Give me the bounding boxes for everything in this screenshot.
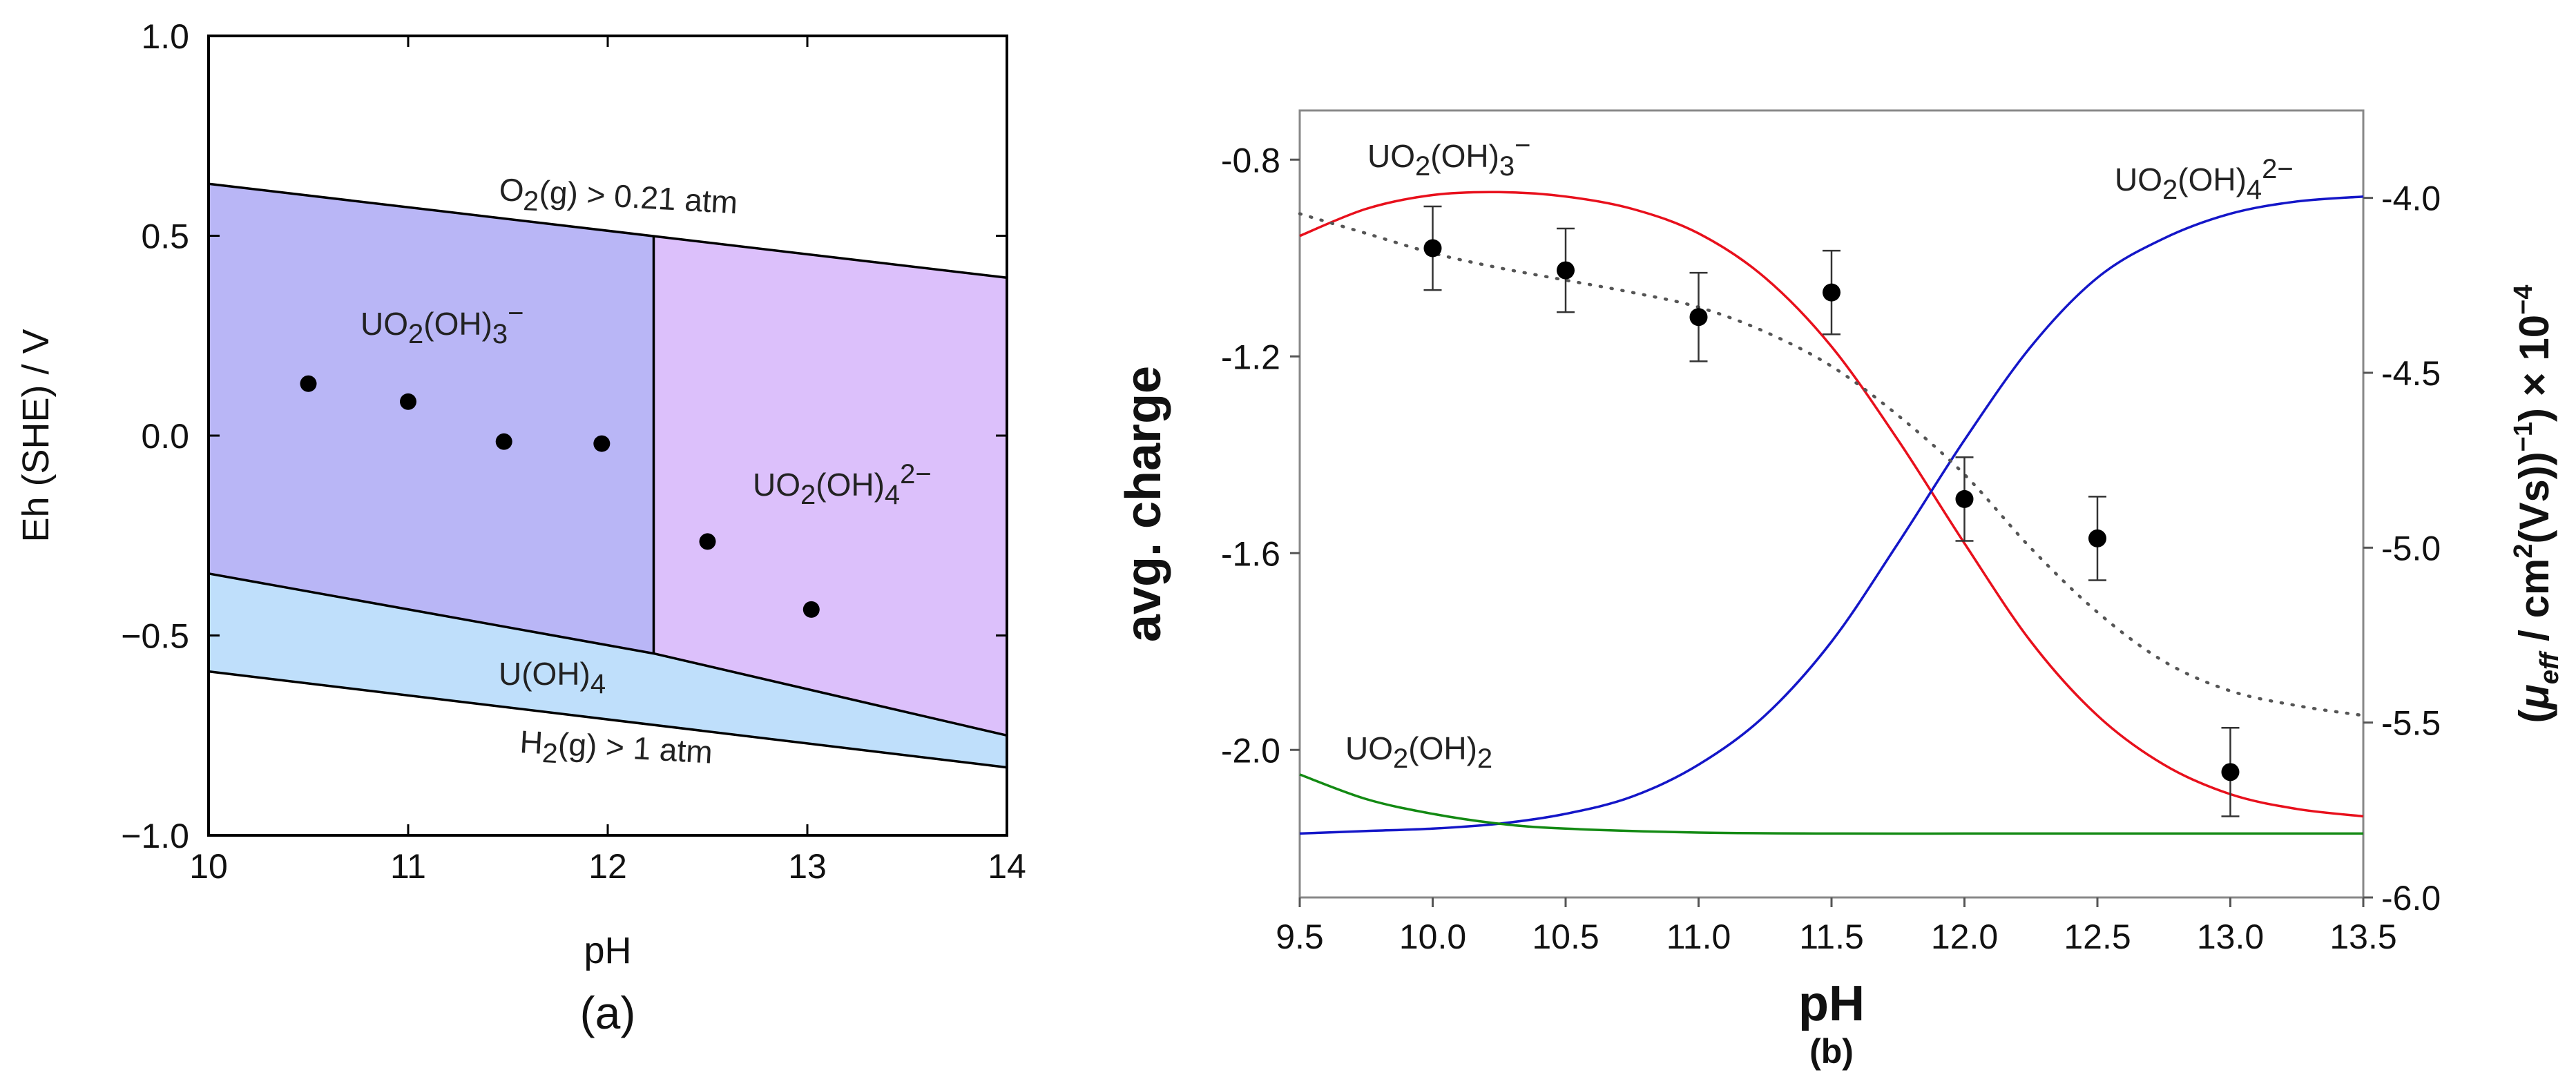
data-point xyxy=(593,435,611,452)
data-point xyxy=(2088,529,2106,547)
x-tick-label: 10.5 xyxy=(1532,917,1599,956)
panel-b-curves xyxy=(1298,191,2365,835)
data-point xyxy=(1823,283,1840,302)
x-tick-label: 13.5 xyxy=(2329,917,2396,956)
y-tick-label: 0.5 xyxy=(141,217,189,256)
region-uoh4 xyxy=(209,573,1007,768)
data-point xyxy=(495,433,512,450)
region-uo2oh3 xyxy=(209,184,654,654)
right-y-tick-label: -5.5 xyxy=(2381,704,2441,743)
data-point xyxy=(300,375,317,392)
data-point xyxy=(1423,239,1442,258)
x-tick-label: 13.0 xyxy=(2197,917,2264,956)
panel-b-frame xyxy=(1298,109,2365,899)
x-tick-label: 12.5 xyxy=(2064,917,2131,956)
curve-fit xyxy=(1298,212,2365,717)
panel-b-ticks: 9.5 10.0 10.5 11.0 11.5 12.0 12.5 13.0 13.5 -0.8 -… xyxy=(1221,141,2441,956)
panel-a: 10 11 12 13 14 1.0 0.5 0.0 −0.5 −1.0 UO2(OH)3− UO… xyxy=(15,17,1026,1038)
y-tick-label: 0.0 xyxy=(141,417,189,456)
right-y-tick-label: -4.0 xyxy=(2381,179,2441,218)
curve-uo2-oh-3- xyxy=(1299,191,2364,818)
x-tick-label: 13 xyxy=(788,847,827,886)
panel-b-xlabel: pH xyxy=(1798,976,1865,1031)
right-y-tick-label: -4.5 xyxy=(2381,354,2441,393)
right-y-tick-label: -5.0 xyxy=(2381,529,2441,567)
panel-a-points xyxy=(300,375,820,618)
stability-regions xyxy=(209,184,1007,768)
panel-b-points xyxy=(1423,205,2240,817)
x-tick-label: 11 xyxy=(390,847,426,886)
x-tick-label: 14 xyxy=(988,847,1026,886)
data-point xyxy=(1689,308,1708,327)
data-point xyxy=(802,601,820,618)
data-point xyxy=(2221,763,2240,781)
y-tick-label: −0.5 xyxy=(121,617,189,656)
data-point xyxy=(1557,261,1575,280)
data-point xyxy=(400,393,416,410)
panel-b: 9.5 10.0 10.5 11.0 11.5 12.0 12.5 13.0 13.5 -0.8 -… xyxy=(1116,109,2564,1071)
h2-boundary-line xyxy=(208,670,1008,769)
region-label-uoh4: U(OH)4 xyxy=(499,656,606,699)
boundary-lines xyxy=(208,182,1008,769)
panel-a-ticks: 10 11 12 13 14 1.0 0.5 0.0 −0.5 −1.0 xyxy=(121,17,1026,886)
x-tick-label: 12 xyxy=(588,847,627,886)
panel-a-caption: (a) xyxy=(580,987,636,1038)
x-tick-label: 11.0 xyxy=(1666,917,1731,956)
right-y-tick-label: -6.0 xyxy=(2381,879,2441,917)
y-tick-label: -2.0 xyxy=(1221,731,1280,770)
x-tick-label: 10 xyxy=(189,847,228,886)
panel-a-ylabel: Eh (SHE) / V xyxy=(15,329,57,542)
panel-b-ylabel: avg. charge xyxy=(1116,366,1171,642)
data-point xyxy=(699,533,716,550)
panel-b-caption: (b) xyxy=(1809,1032,1854,1071)
y-tick-label: -1.6 xyxy=(1221,534,1280,573)
h2-boundary-label: H2(g) > 1 atm xyxy=(519,723,713,777)
x-tick-label: 11.5 xyxy=(1799,917,1864,956)
curve-label-uo2oh4: UO2(OH)42− xyxy=(2115,154,2294,205)
y-tick-label: -0.8 xyxy=(1221,141,1280,179)
panel-b-right-ylabel: (μeff / cm2(Vs))−1) × 10−4 xyxy=(2509,285,2564,723)
region-label-uo2oh4: UO2(OH)42− xyxy=(753,459,932,510)
curve-label-uo2oh2: UO2(OH)2 xyxy=(1345,730,1492,774)
panel-a-xlabel: pH xyxy=(584,930,631,971)
x-tick-label: 10.0 xyxy=(1399,917,1466,956)
x-tick-label: 12.0 xyxy=(1931,917,1998,956)
region-label-uo2oh3: UO2(OH)3− xyxy=(361,298,524,349)
o2-boundary-line xyxy=(208,182,1008,280)
x-tick-label: 9.5 xyxy=(1276,917,1324,956)
y-tick-label: -1.2 xyxy=(1221,338,1280,376)
curve-uo2-oh-2 xyxy=(1299,773,2363,835)
data-point xyxy=(1955,489,1974,508)
region-uo2oh4 xyxy=(653,236,1007,736)
o2-boundary-label: O2(g) > 0.21 atm xyxy=(498,171,739,228)
curve-label-uo2oh3: UO2(OH)3− xyxy=(1367,130,1531,182)
y-tick-label: −1.0 xyxy=(121,817,189,855)
y-tick-label: 1.0 xyxy=(141,17,189,56)
